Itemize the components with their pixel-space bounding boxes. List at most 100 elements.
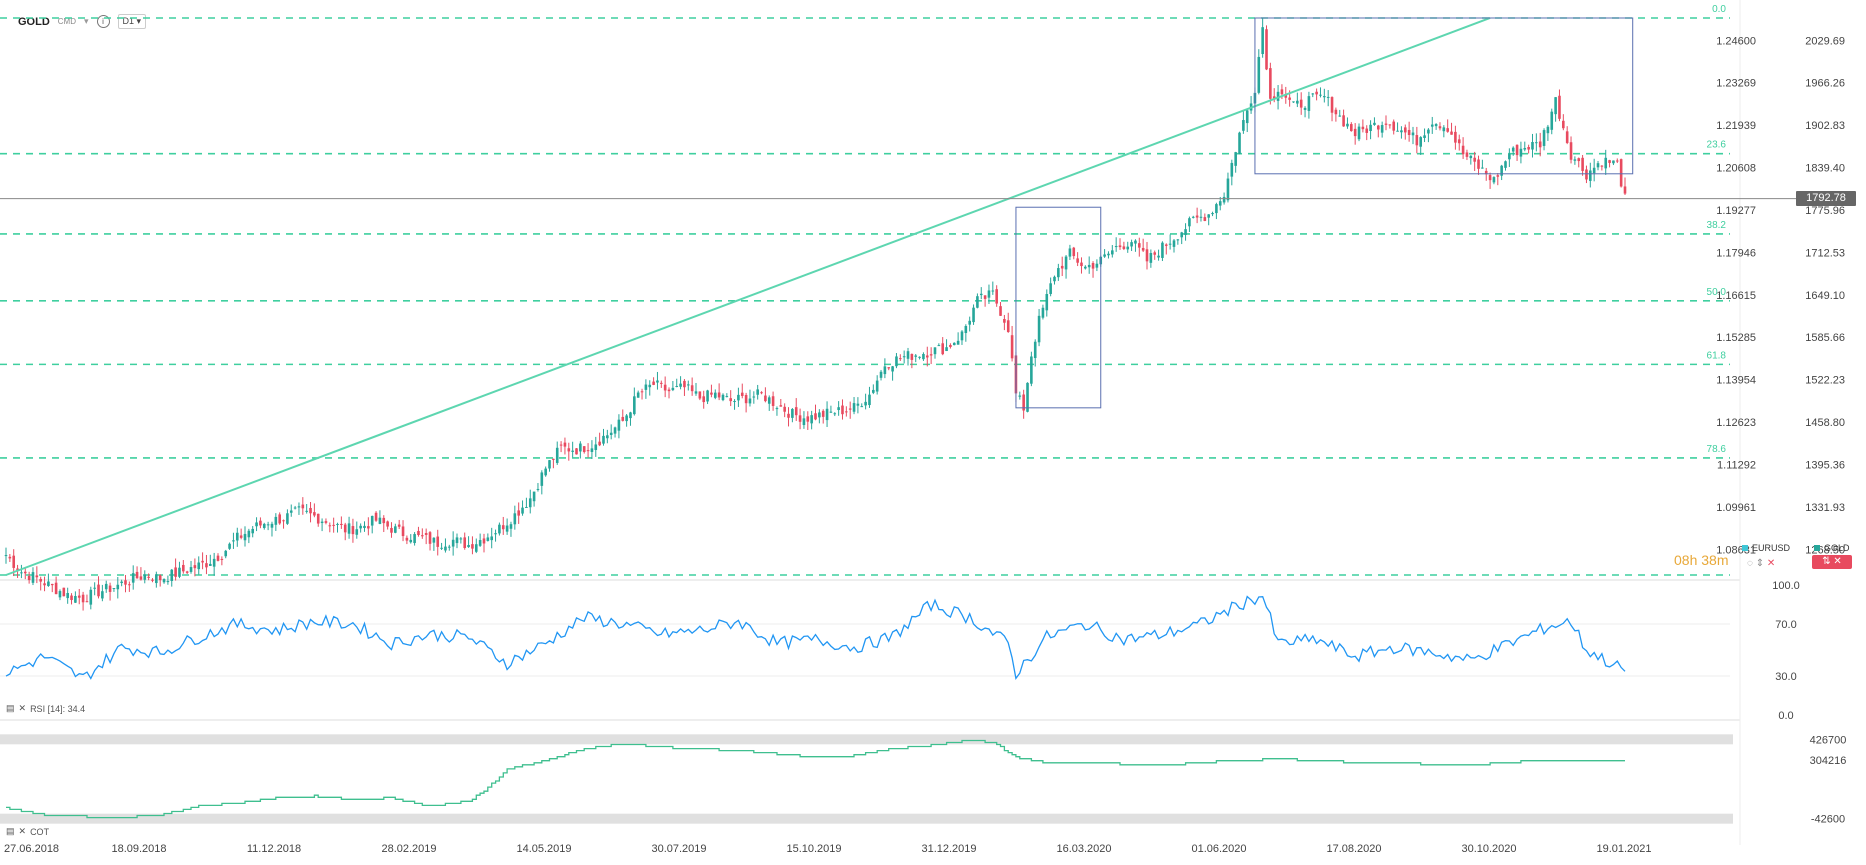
candle-body: [771, 396, 775, 406]
legend-eurusd[interactable]: EURUSD: [1742, 543, 1790, 553]
legend-gold[interactable]: GOLD: [1814, 543, 1850, 553]
close-icon[interactable]: ✕: [18, 703, 27, 713]
close-icon[interactable]: ✕: [18, 826, 27, 836]
candle-body: [1457, 139, 1461, 144]
candle-body: [582, 446, 586, 452]
candle-body: [725, 396, 729, 398]
candle-body: [201, 560, 204, 563]
candle-body: [625, 415, 628, 422]
cot-pane-label[interactable]: ▤ ✕ COT: [6, 826, 49, 837]
menu-icon[interactable]: ▤: [6, 703, 15, 713]
candle-body: [390, 527, 393, 533]
candle-body: [906, 351, 910, 359]
eurusd-controls[interactable]: ◌ ⇕ ✕: [1747, 558, 1775, 569]
candle-body: [756, 389, 759, 395]
rsi-pane-label[interactable]: ▤ ✕ RSI [14]: 34.4: [6, 703, 85, 714]
candle-body: [355, 529, 359, 535]
candle-body: [447, 546, 451, 548]
candle-body: [320, 521, 324, 524]
candle-body: [43, 583, 46, 586]
candle-body: [74, 596, 77, 603]
settings-icon[interactable]: ⇅: [1822, 556, 1831, 567]
candle-body: [193, 565, 197, 569]
timeframe-select[interactable]: D1 ▾: [117, 14, 147, 29]
candle-body: [937, 345, 941, 347]
candle-body: [266, 524, 270, 526]
candle-body: [910, 353, 914, 360]
candle-body: [787, 413, 790, 418]
candle-body: [922, 353, 925, 360]
candle-body: [108, 585, 112, 592]
candle-body: [598, 441, 601, 446]
candle-body: [1477, 159, 1480, 169]
reorder-icon[interactable]: ⇕: [1755, 558, 1765, 569]
candle-body: [744, 394, 748, 404]
candle-body: [1380, 125, 1384, 133]
candle-body: [1006, 320, 1010, 332]
y2-tick-label: 1.20608: [1716, 163, 1756, 175]
gold-controls[interactable]: ⇅ ✕: [1812, 555, 1852, 569]
candle-body: [521, 507, 524, 514]
candle-body: [956, 340, 960, 345]
candle-body: [1272, 96, 1276, 99]
candle-body: [1126, 246, 1130, 250]
candle-body: [336, 523, 339, 525]
candle-body: [1376, 125, 1380, 130]
close-icon[interactable]: ✕: [1766, 558, 1776, 569]
candle-body: [1353, 128, 1357, 137]
info-icon[interactable]: i: [96, 15, 110, 28]
y-tick-label: 1902.83: [1805, 120, 1845, 132]
candle-body: [694, 391, 698, 394]
candle-body: [1211, 213, 1214, 215]
chevron-down-icon[interactable]: ▾: [84, 16, 89, 26]
candle-body: [1296, 100, 1299, 104]
legend-eurusd-label: EURUSD: [1752, 543, 1791, 553]
candle-body: [405, 537, 409, 541]
candle-body: [633, 396, 636, 415]
menu-icon[interactable]: ▤: [6, 826, 15, 836]
candle-body: [544, 468, 547, 476]
candle-body: [1373, 122, 1376, 125]
y-tick-label: 1649.10: [1805, 290, 1845, 302]
candle-body: [791, 408, 794, 418]
candle-body: [579, 443, 582, 452]
candle-body: [259, 520, 262, 526]
y2-tick-label: 1.19277: [1716, 205, 1756, 217]
candle-body: [945, 347, 948, 352]
candle-body: [810, 415, 813, 424]
candle-body: [1473, 157, 1476, 162]
candle-body: [617, 419, 621, 431]
candle-body: [1342, 115, 1345, 127]
candle-body: [1188, 218, 1191, 227]
candle-body: [609, 432, 613, 435]
candle-body: [690, 385, 694, 392]
candle-body: [517, 510, 520, 516]
fib-level-label: 0.0: [1712, 4, 1726, 15]
candle-body: [1103, 254, 1106, 257]
close-icon[interactable]: ✕: [1833, 556, 1842, 567]
candle-body: [16, 568, 19, 571]
candle-body: [131, 573, 135, 583]
candle-body: [606, 435, 609, 439]
rsi-label: RSI [14]: 34.4: [30, 703, 86, 714]
candle-body: [151, 579, 154, 581]
candle-body: [679, 383, 682, 387]
candle-body: [1057, 268, 1060, 278]
fib-level-label: 38.2: [1707, 220, 1727, 231]
candle-body: [1403, 127, 1407, 133]
candle-body: [1311, 93, 1315, 95]
candle-body: [1060, 265, 1064, 269]
candle-body: [1242, 120, 1245, 131]
candle-body: [613, 427, 617, 434]
candle-body: [1261, 27, 1264, 55]
candle-body: [683, 380, 686, 388]
candle-body: [1500, 165, 1503, 176]
candle-body: [1191, 216, 1195, 218]
cot-line: [6, 739, 1625, 819]
candle-body: [1350, 124, 1353, 132]
eye-icon[interactable]: ◌: [1747, 558, 1753, 569]
candle-body: [116, 584, 120, 590]
candle-body: [1323, 96, 1326, 98]
